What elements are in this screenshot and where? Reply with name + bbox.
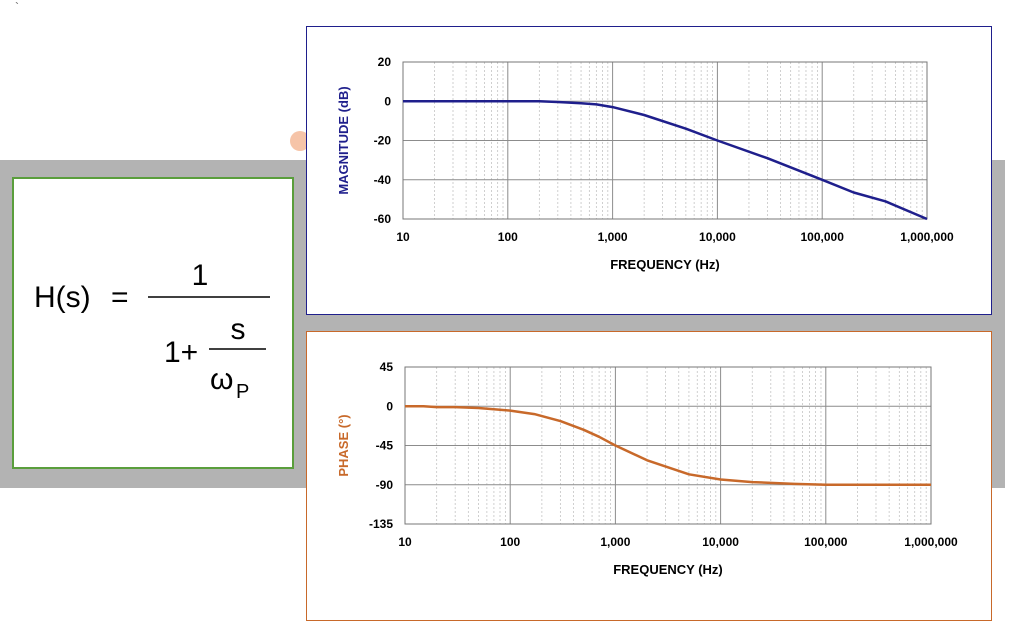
y-axis-label: PHASE (°) — [336, 414, 351, 476]
phase-chart-panel: 45 0 -45 -90 -135 10 100 1,000 10,000 100,000 1,00… — [306, 331, 992, 621]
phase-chart: 45 0 -45 -90 -135 10 100 1,000 10,000 100,000 1,00… — [336, 360, 958, 577]
x-tick-label: 10,000 — [699, 230, 736, 244]
x-tick-label: 100,000 — [804, 535, 848, 549]
corner-mark: ` — [15, 0, 19, 14]
x-tick-label: 100,000 — [801, 230, 845, 244]
y-tick-label: -40 — [374, 173, 392, 187]
y-tick-label: 0 — [384, 94, 391, 108]
y-tick-label: -60 — [374, 212, 392, 226]
formula-one-plus: 1+ — [164, 336, 198, 369]
formula-omega: ω — [210, 363, 233, 396]
formula-equals: = — [111, 281, 129, 314]
x-tick-label: 1,000,000 — [904, 535, 958, 549]
x-tick-label: 10 — [398, 535, 412, 549]
formula-lhs: H(s) — [34, 281, 91, 314]
x-tick-label: 1,000,000 — [900, 230, 954, 244]
y-tick-label: -135 — [369, 517, 393, 531]
x-tick-label: 10,000 — [702, 535, 739, 549]
y-tick-label: -45 — [376, 439, 394, 453]
x-axis-label: FREQUENCY (Hz) — [610, 257, 720, 272]
y-tick-label: -90 — [376, 478, 394, 492]
magnitude-chart-panel: 20 0 -20 -40 -60 10 100 1,000 10,000 100,000 1,000… — [306, 26, 992, 315]
y-tick-label: -20 — [374, 134, 392, 148]
magnitude-series-line — [403, 100, 928, 221]
bullet-dot — [290, 131, 310, 151]
y-tick-label: 20 — [378, 55, 392, 69]
y-tick-label: 0 — [386, 399, 393, 413]
x-tick-label: 100 — [500, 535, 520, 549]
transfer-function-formula: H(s) = 1 1+ s ω P — [34, 259, 270, 403]
y-axis-label: MAGNITUDE (dB) — [336, 86, 351, 194]
plot-area — [404, 366, 932, 525]
x-axis-label: FREQUENCY (Hz) — [613, 562, 723, 577]
x-tick-label: 1,000 — [598, 230, 628, 244]
x-tick-label: 10 — [396, 230, 410, 244]
formula-numerator: 1 — [192, 259, 209, 292]
plot-area — [402, 61, 928, 220]
formula-s: s — [231, 313, 246, 346]
x-tick-label: 1,000 — [600, 535, 630, 549]
y-tick-label: 45 — [380, 360, 394, 374]
phase-series-line — [405, 405, 931, 487]
transfer-function-box: H(s) = 1 1+ s ω P — [12, 177, 294, 469]
formula-subscript: P — [236, 381, 249, 403]
magnitude-chart: 20 0 -20 -40 -60 10 100 1,000 10,000 100,000 1,000… — [336, 55, 954, 272]
x-tick-label: 100 — [498, 230, 518, 244]
